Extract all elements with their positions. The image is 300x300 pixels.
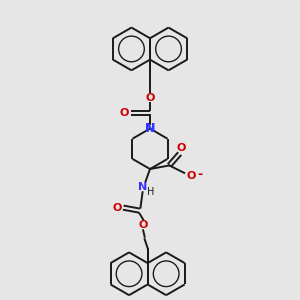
Text: N: N <box>145 122 155 135</box>
Text: O: O <box>187 171 196 181</box>
Text: O: O <box>145 93 155 103</box>
Text: N: N <box>145 122 155 135</box>
Text: O: O <box>176 143 186 153</box>
Text: O: O <box>139 220 148 230</box>
Text: -: - <box>197 168 202 181</box>
Text: O: O <box>112 203 122 213</box>
Text: N: N <box>138 182 147 192</box>
Text: O: O <box>119 108 129 118</box>
Text: H: H <box>147 187 155 197</box>
